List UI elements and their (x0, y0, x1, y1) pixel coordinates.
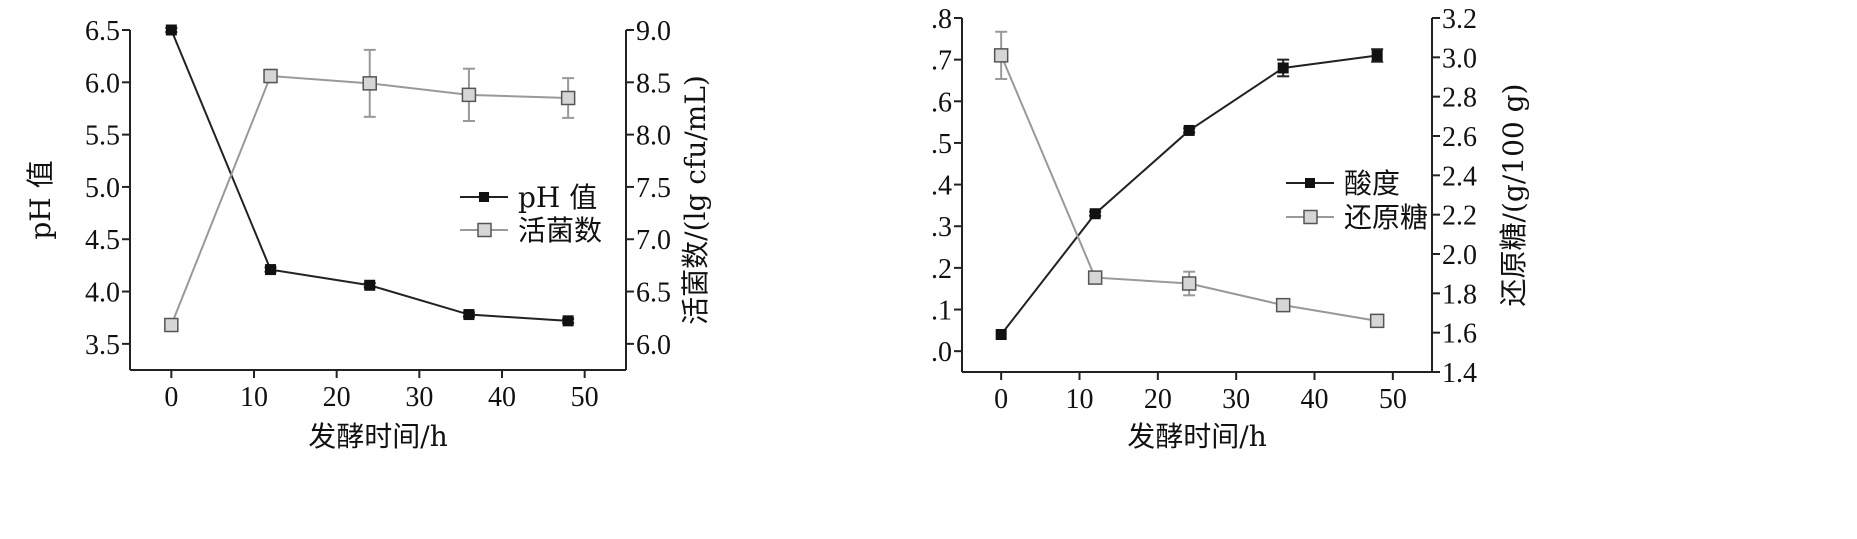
data-point (362, 76, 377, 91)
data-point (265, 264, 277, 276)
data-point (1369, 313, 1385, 329)
y-axis-right-label: 活菌数/(lg cfu/mL) (679, 75, 712, 325)
y-tick-left-label: 0.8 (930, 4, 952, 35)
series-2: 还原糖 (993, 30, 1428, 329)
legend-label: pH 值 (518, 181, 597, 214)
y-axis-left-label: pH 值 (24, 160, 57, 239)
legend-marker (1305, 178, 1315, 188)
y-tick-right-label: 7.5 (636, 173, 671, 204)
y-tick-left-label: 5.0 (85, 173, 120, 204)
x-tick-label: 40 (1301, 384, 1329, 415)
data-point (1371, 49, 1383, 61)
y-tick-left-label: 0.2 (930, 254, 952, 285)
data-point (993, 48, 1009, 63)
data-point (560, 90, 576, 106)
y-tick-left-label: 3.5 (85, 330, 120, 361)
y-tick-left-label: 0.4 (930, 171, 952, 202)
y-tick-right-label: 2.0 (1442, 240, 1477, 271)
x-tick-label: 20 (1144, 384, 1172, 415)
x-tick-label: 50 (1379, 384, 1407, 415)
y-tick-right-label: 6.0 (636, 330, 671, 361)
y-tick-left-label: 6.0 (85, 68, 120, 99)
x-axis-label: 发酵时间/h (308, 420, 447, 453)
x-tick-label: 30 (1222, 384, 1250, 415)
data-point (1087, 270, 1103, 285)
y-tick-left-label: 0.1 (930, 296, 952, 327)
legend-marker (477, 222, 492, 238)
series-2: 活菌数 (164, 48, 602, 333)
data-point (461, 87, 477, 103)
legend-marker (479, 192, 489, 202)
data-point (463, 309, 475, 321)
chart-acidity-reducing-sugar: 0 10 20 30 40 50 0.0 0.1 0.2 0.3 0.4 0.5 0.6 0.7 0.8 1.… (930, 4, 1530, 453)
series-1: 酸度 (995, 48, 1400, 341)
y-tick-right-label: 9.0 (636, 16, 671, 47)
y-tick-left-label: 0.6 (930, 87, 952, 118)
y-tick-right-label: 2.4 (1442, 161, 1477, 192)
legend-marker (1303, 209, 1318, 225)
data-point (1277, 62, 1289, 74)
y-tick-right-label: 2.2 (1442, 201, 1477, 232)
x-tick-label: 0 (994, 384, 1008, 415)
y-tick-right-label: 8.0 (636, 121, 671, 152)
y-tick-left-label: 0.7 (930, 46, 952, 77)
y-tick-right-label: 3.2 (1442, 4, 1477, 35)
y-tick-right-label: 2.8 (1442, 83, 1477, 114)
data-point (364, 279, 376, 291)
y-axis-right-label: 还原糖/(g/100 g) (1497, 84, 1530, 307)
y-tick-left-label: 4.0 (85, 278, 120, 309)
data-point (995, 329, 1007, 341)
x-tick-label: 10 (240, 382, 268, 413)
data-point (562, 315, 574, 327)
y-tick-left-label: 0.3 (930, 212, 952, 243)
y-tick-right-label: 6.5 (636, 278, 671, 309)
x-tick-label: 0 (164, 382, 178, 413)
legend-label: 活菌数 (518, 214, 602, 247)
data-point (1181, 276, 1197, 291)
y-tick-right-label: 7.0 (636, 225, 671, 256)
data-point (1275, 297, 1291, 313)
x-tick-label: 40 (488, 382, 516, 413)
data-point (165, 24, 177, 36)
y-tick-right-label: 2.6 (1442, 122, 1477, 153)
x-tick-label: 30 (405, 382, 433, 413)
y-tick-right-label: 1.4 (1442, 358, 1477, 389)
y-tick-right-label: 8.5 (636, 68, 671, 99)
data-point (164, 317, 179, 333)
data-point (1183, 124, 1195, 136)
axes (954, 17, 1440, 380)
y-tick-right-label: 1.6 (1442, 319, 1477, 350)
chart-ph-viable-count: 0 10 20 30 40 50 3.5 4.0 4.5 5.0 5.5 6.0 6.5 6.0 6.5 7.… (24, 16, 712, 453)
series-1: pH 值 (165, 24, 597, 327)
axes (122, 29, 634, 378)
legend-label: 酸度 (1344, 167, 1400, 200)
data-point (1089, 208, 1101, 220)
y-tick-right-label: 3.0 (1442, 43, 1477, 74)
x-tick-label: 20 (323, 382, 351, 413)
data-point (263, 68, 278, 84)
y-tick-left-label: 0.5 (930, 129, 952, 160)
y-tick-left-label: 5.5 (85, 121, 120, 152)
legend-label: 还原糖 (1344, 201, 1428, 234)
y-tick-left-label: 4.5 (85, 225, 120, 256)
y-tick-right-label: 1.8 (1442, 279, 1477, 310)
x-tick-label: 10 (1066, 384, 1094, 415)
y-tick-left-label: 6.5 (85, 16, 120, 47)
x-tick-label: 50 (571, 382, 599, 413)
y-tick-left-label: 0.0 (930, 337, 952, 368)
x-axis-label: 发酵时间/h (1127, 420, 1266, 453)
